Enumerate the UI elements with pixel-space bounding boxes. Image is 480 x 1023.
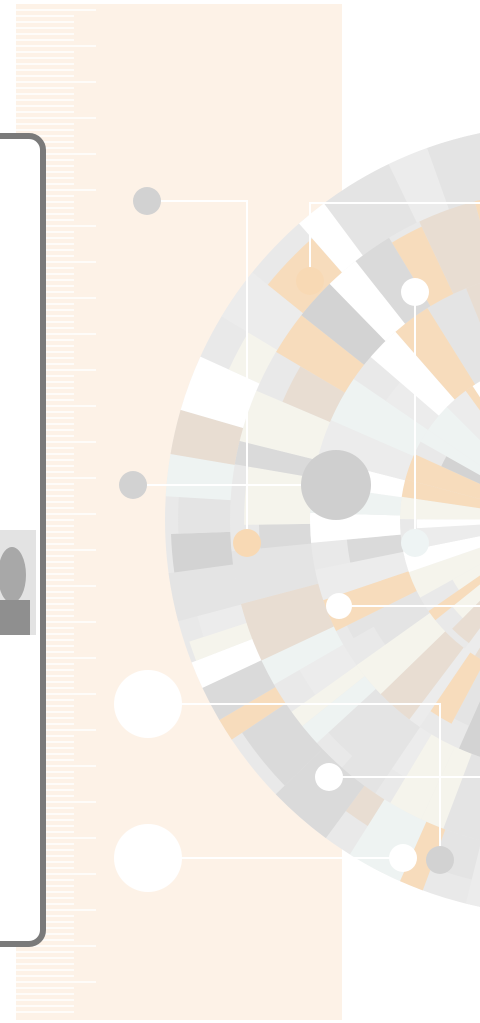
dot — [315, 763, 343, 791]
dot-large — [114, 670, 182, 738]
dot — [233, 529, 261, 557]
dot — [401, 278, 429, 306]
dot — [133, 187, 161, 215]
wheel-segment — [178, 497, 230, 534]
dot — [426, 846, 454, 874]
photo-figure-body — [0, 600, 30, 635]
dot-large — [114, 824, 182, 892]
dot-large — [301, 450, 371, 520]
dot — [401, 529, 429, 557]
dot — [119, 471, 147, 499]
page: (() => { const ns = 'http://www.w3.org/2… — [0, 0, 480, 1023]
dot — [296, 267, 324, 295]
dot — [326, 593, 352, 619]
illustration — [0, 0, 480, 1023]
dot — [389, 844, 417, 872]
